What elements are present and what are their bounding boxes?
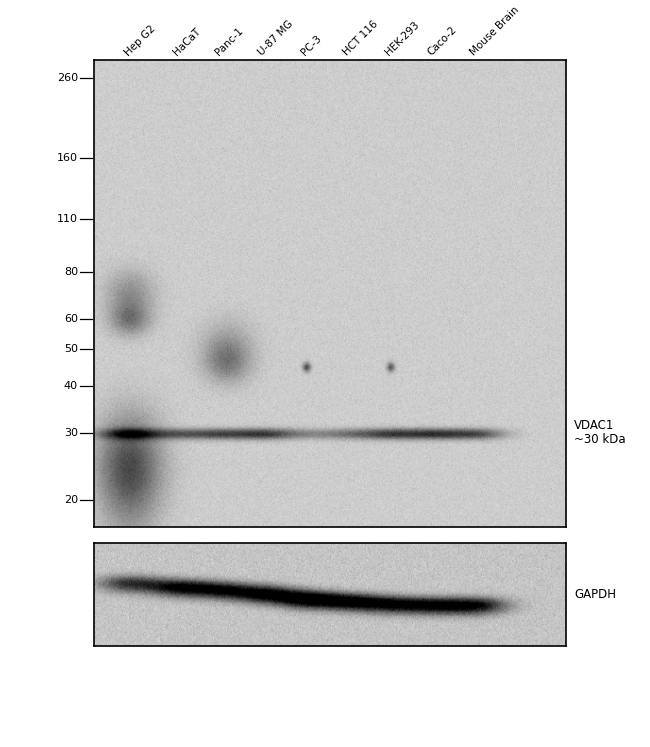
Text: Panc-1: Panc-1 <box>213 26 245 58</box>
Text: 40: 40 <box>64 381 78 391</box>
Text: 50: 50 <box>64 344 78 354</box>
Text: U-87 MG: U-87 MG <box>257 19 296 58</box>
Text: HaCaT: HaCaT <box>171 26 202 58</box>
Text: 160: 160 <box>57 152 78 163</box>
Text: VDAC1: VDAC1 <box>574 419 614 433</box>
Text: GAPDH: GAPDH <box>574 588 616 601</box>
Text: 110: 110 <box>57 214 78 224</box>
Text: ~30 kDa: ~30 kDa <box>574 433 625 446</box>
Text: 80: 80 <box>64 267 78 276</box>
Text: 20: 20 <box>64 495 78 505</box>
Text: 260: 260 <box>57 72 78 83</box>
Text: HEK-293: HEK-293 <box>383 19 421 58</box>
Text: 60: 60 <box>64 314 78 324</box>
Text: HCT 116: HCT 116 <box>342 19 380 58</box>
Text: PC-3: PC-3 <box>299 34 323 58</box>
Text: Mouse Brain: Mouse Brain <box>468 4 521 58</box>
Text: Caco-2: Caco-2 <box>426 25 458 58</box>
Text: 30: 30 <box>64 428 78 438</box>
Text: Hep G2: Hep G2 <box>122 23 157 58</box>
